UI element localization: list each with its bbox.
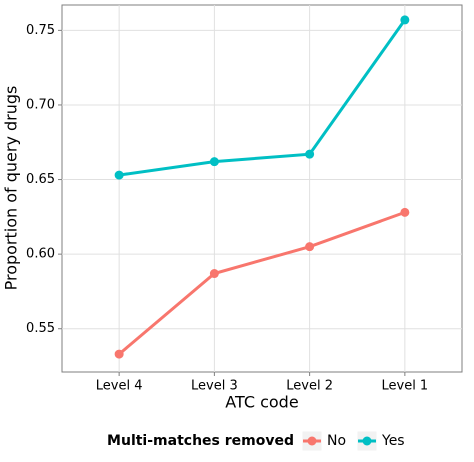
point bbox=[209, 157, 219, 167]
point bbox=[114, 349, 124, 359]
x-tick-label: Level 3 bbox=[191, 379, 238, 394]
y-tick-label: 0.75 bbox=[26, 23, 55, 38]
legend-swatch bbox=[362, 436, 372, 446]
y-tick-label: 0.55 bbox=[26, 321, 55, 336]
legend-label: No bbox=[327, 433, 346, 449]
x-axis-title: ATC code bbox=[225, 393, 298, 412]
y-tick-label: 0.70 bbox=[26, 97, 55, 112]
point bbox=[305, 149, 315, 159]
point bbox=[400, 207, 410, 217]
point bbox=[114, 170, 124, 180]
y-tick-label: 0.60 bbox=[26, 247, 55, 262]
legend-swatch bbox=[307, 436, 317, 446]
x-tick-label: Level 1 bbox=[381, 379, 428, 394]
series-line bbox=[118, 210, 406, 356]
y-axis-title: Proportion of query drugs bbox=[2, 86, 21, 291]
legend-title: Multi-matches removed bbox=[107, 433, 294, 449]
series-line bbox=[118, 19, 407, 177]
x-tick-label: Level 2 bbox=[286, 379, 333, 394]
point bbox=[209, 269, 219, 279]
x-tick-label: Level 4 bbox=[96, 379, 143, 394]
plot-panel bbox=[61, 4, 463, 373]
y-tick-label: 0.65 bbox=[26, 172, 55, 187]
legend-label: Yes bbox=[381, 433, 405, 449]
point bbox=[305, 242, 315, 252]
point bbox=[400, 15, 410, 25]
